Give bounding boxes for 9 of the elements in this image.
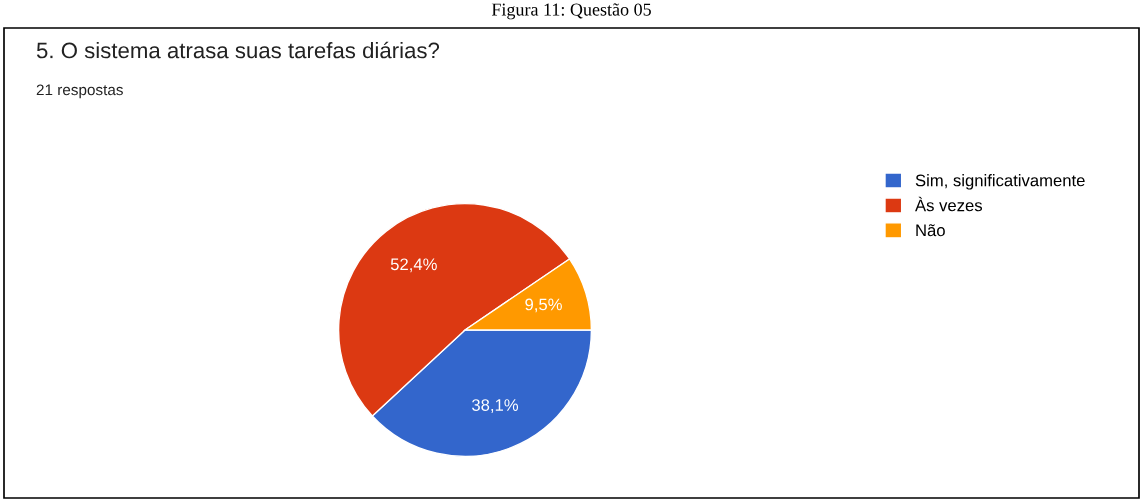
data-label: 52,4%: [390, 258, 437, 273]
data-label: 38,1%: [472, 399, 519, 413]
text: 21 respostas: [36, 84, 123, 99]
chart-title: 5. O sistema atrasa suas tarefas diárias?: [36, 41, 440, 59]
data-label: 9,5%: [525, 298, 562, 313]
legend-label: Às vezes: [915, 196, 983, 212]
text: Figura 11: Questão 05: [491, 3, 651, 20]
legend-label: Sim, significativamente: [915, 174, 1085, 190]
legend-label: Não: [916, 224, 945, 237]
